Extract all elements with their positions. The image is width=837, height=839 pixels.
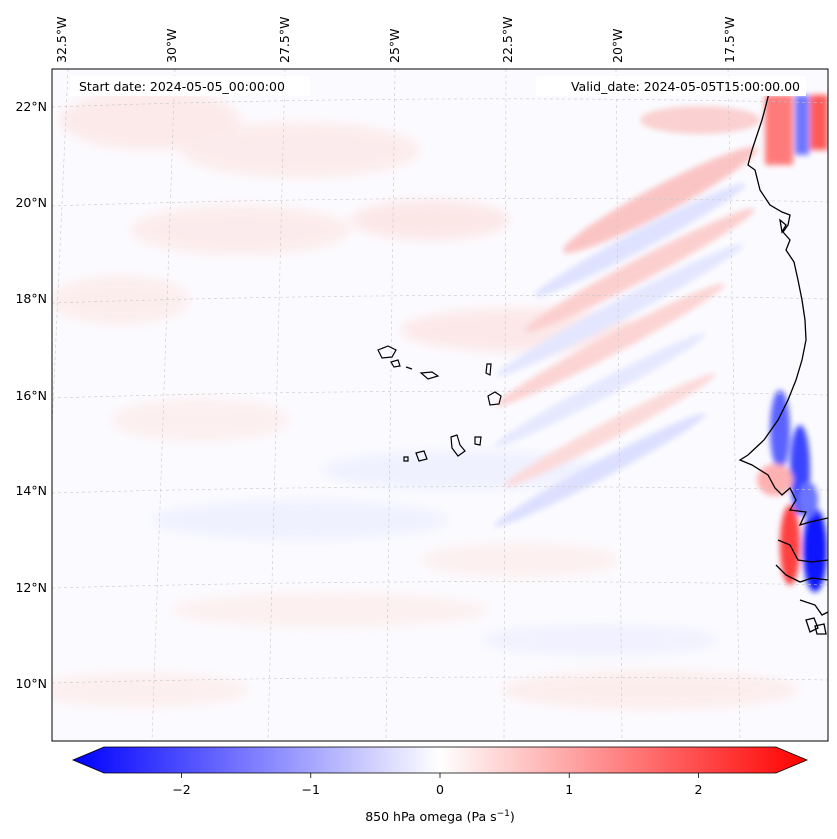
map-frame <box>51 68 829 742</box>
coastline <box>738 88 828 635</box>
lon-label: 20°W <box>610 28 625 63</box>
colorbar-ticks: −2 −1 0 1 2 <box>172 773 702 797</box>
gridline-22-5w <box>503 69 507 741</box>
map-panel: Start date: 2024-05-05_00:00:00 Valid_da… <box>51 68 829 742</box>
graticule <box>52 69 828 741</box>
gridline-25w <box>385 69 396 741</box>
lat-label: 18°N <box>15 291 47 306</box>
gridline-12n <box>52 581 828 589</box>
gridline-20w <box>615 69 623 741</box>
island-arguin <box>779 218 787 234</box>
lon-label: 30°W <box>164 28 179 63</box>
valid-date-box <box>536 76 806 96</box>
coastline-guinea-bissau <box>775 564 828 583</box>
island-fogo <box>415 450 428 462</box>
island-sao-vicente <box>390 359 401 368</box>
cape-verde-islands <box>377 345 502 462</box>
lat-label: 22°N <box>15 99 47 114</box>
gridline-22n <box>52 98 828 108</box>
lat-labels: 22°N 20°N 18°N 16°N 14°N 12°N 10°N <box>15 99 47 691</box>
colorbar-tick-label: −1 <box>302 782 320 797</box>
coastline-mainland <box>738 88 828 527</box>
island-maio <box>474 436 482 446</box>
coastline-bijagos <box>799 599 828 616</box>
island-santa-luzia <box>405 366 413 370</box>
gridline-27-5w <box>267 69 286 741</box>
lat-label: 20°N <box>15 195 47 210</box>
gridline-20n <box>52 198 828 207</box>
colorbar: −2 −1 0 1 2 850 hPa omega (Pa s−1) <box>71 746 809 824</box>
lon-label: 17.5°W <box>722 17 737 63</box>
gridline-16n <box>52 390 828 399</box>
gridline-18n <box>52 295 828 304</box>
island-bijagos-2 <box>814 623 827 635</box>
colorbar-tick-label: 0 <box>436 782 444 797</box>
island-brava <box>403 456 409 462</box>
lat-label: 14°N <box>15 483 47 498</box>
start-date-box <box>70 76 310 96</box>
colorbar-body <box>71 746 809 774</box>
omega-field <box>52 90 828 710</box>
gridline-17-5w <box>727 69 741 741</box>
gridline-10n <box>52 676 828 684</box>
colorbar-tick-label: 2 <box>694 782 702 797</box>
start-date-label: Start date: 2024-05-05_00:00:00 <box>79 79 285 94</box>
island-santo-antao <box>377 345 397 359</box>
gridline-32-5w <box>52 69 69 435</box>
lat-label: 16°N <box>15 388 47 403</box>
colorbar-tick-label: −2 <box>172 782 190 797</box>
gridline-14n <box>52 486 828 494</box>
island-sal <box>485 363 492 376</box>
island-bijagos-1 <box>805 617 819 633</box>
lon-label: 27.5°W <box>277 17 292 63</box>
gridline-30w <box>151 69 176 741</box>
lon-label: 22.5°W <box>500 17 515 63</box>
lon-label: 25°W <box>387 28 402 63</box>
valid-date-label: Valid_date: 2024-05-05T15:00:00.00 <box>571 79 800 94</box>
colorbar-tick-label: 1 <box>565 782 573 797</box>
lat-label: 10°N <box>15 676 47 691</box>
coastline-gambia <box>777 539 828 563</box>
island-sao-nicolau <box>419 371 440 380</box>
lat-label: 12°N <box>15 580 47 595</box>
lon-label: 32.5°W <box>54 17 69 63</box>
lon-labels: 32.5°W 30°W 27.5°W 25°W 22.5°W 20°W 17.5… <box>54 17 737 63</box>
island-santiago <box>450 434 466 457</box>
island-boa-vista <box>487 391 502 406</box>
colorbar-label: 850 hPa omega (Pa s−1) <box>365 809 515 824</box>
